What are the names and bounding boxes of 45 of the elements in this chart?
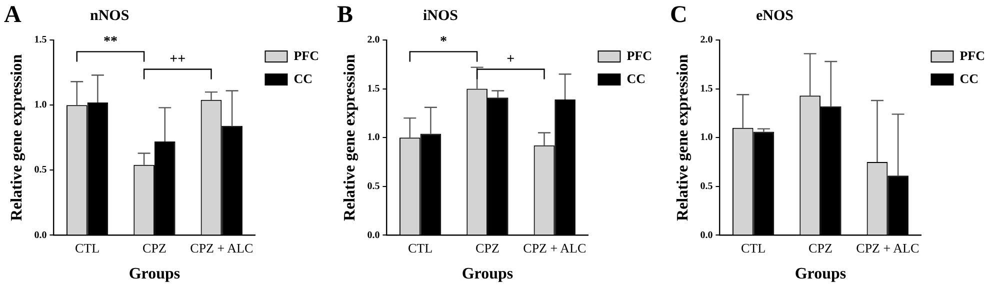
y-tick-label: 1.5 xyxy=(700,83,713,94)
x-tick-label: CTL xyxy=(75,240,100,256)
annotation: ++ xyxy=(170,52,186,67)
annotation: + xyxy=(506,52,515,67)
legend-label: PFC xyxy=(626,48,652,63)
y-tick-label: 0.0 xyxy=(700,230,713,241)
legend-label: PFC xyxy=(960,48,986,63)
chart-subtitle: eNOS xyxy=(756,8,794,25)
y-tick-label: 1.0 xyxy=(700,132,713,144)
x-tick-label: CPZ xyxy=(142,240,166,256)
x-axis-title: Groups xyxy=(462,266,514,283)
y-tick-label: 0.0 xyxy=(367,230,380,241)
y-tick-label: 0.5 xyxy=(34,164,47,176)
chart-title: A xyxy=(4,2,22,29)
annotation: ** xyxy=(103,34,118,50)
x-tick-label: CPZ xyxy=(476,240,500,256)
y-tick-label: 1.5 xyxy=(34,34,47,46)
chart-subtitle: nNOS xyxy=(90,8,130,25)
chart-subtitle: iNOS xyxy=(423,8,458,25)
y-axis-title: Relative gene expression xyxy=(8,54,26,221)
y-tick-label: 1.5 xyxy=(367,83,380,94)
y-tick-label: 1.0 xyxy=(34,100,47,111)
x-tick-label: CTL xyxy=(741,240,766,256)
y-tick-label: 0.0 xyxy=(34,230,47,241)
y-tick-label: 2.0 xyxy=(367,34,380,46)
y-axis-title: Relative gene expression xyxy=(674,54,692,221)
legend-label: CC xyxy=(294,70,313,86)
y-tick-label: 2.0 xyxy=(700,34,713,46)
chart-title: B xyxy=(337,2,354,29)
x-tick-label: CPZ + ALC xyxy=(523,240,586,256)
legend-label: PFC xyxy=(294,48,320,63)
x-tick-label: CPZ + ALC xyxy=(856,240,920,256)
x-axis-title: Groups xyxy=(794,266,846,283)
legend-label: CC xyxy=(960,70,979,86)
x-tick-label: CTL xyxy=(408,240,433,256)
x-tick-label: CPZ xyxy=(808,240,832,256)
y-tick-label: 0.5 xyxy=(367,180,380,192)
legend-label: CC xyxy=(626,70,646,86)
y-axis-title: Relative gene expression xyxy=(342,54,359,221)
y-tick-label: 1.0 xyxy=(367,132,380,144)
chart-title: C xyxy=(670,2,688,29)
annotation: * xyxy=(440,34,447,50)
x-tick-label: CPZ + ALC xyxy=(190,240,254,256)
x-axis-title: Groups xyxy=(128,266,180,283)
y-tick-label: 0.5 xyxy=(700,180,713,192)
